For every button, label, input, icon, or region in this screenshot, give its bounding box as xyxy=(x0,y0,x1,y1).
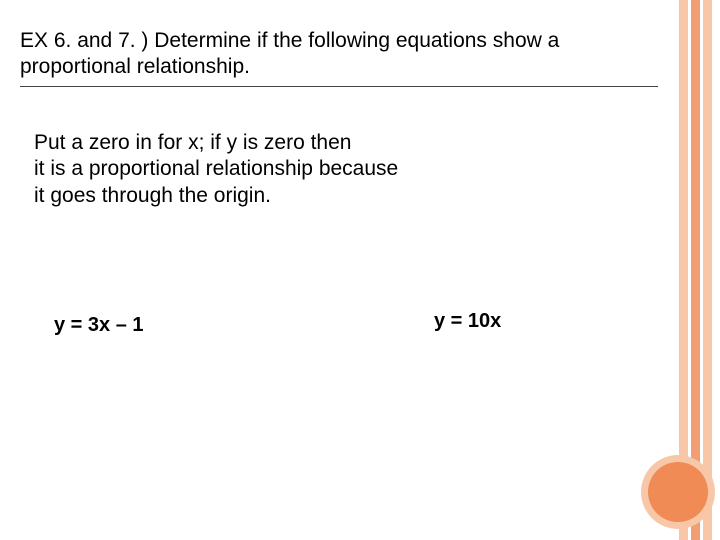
hint-line-3: it goes through the origin. xyxy=(34,184,271,207)
heading-divider xyxy=(20,86,658,87)
hint-line-2: it is a proportional relationship becaus… xyxy=(34,157,398,180)
equation-left: y = 3x – 1 xyxy=(54,314,144,337)
decorative-circle-inner xyxy=(648,462,708,522)
slide: EX 6. and 7. ) Determine if the followin… xyxy=(0,0,720,540)
hint-text: Put a zero in for x; if y is zero then i… xyxy=(34,130,534,209)
equation-right: y = 10x xyxy=(434,310,501,333)
slide-heading: EX 6. and 7. ) Determine if the followin… xyxy=(20,28,660,81)
accent-stripe-3 xyxy=(703,0,712,540)
hint-line-1: Put a zero in for x; if y is zero then xyxy=(34,131,351,154)
